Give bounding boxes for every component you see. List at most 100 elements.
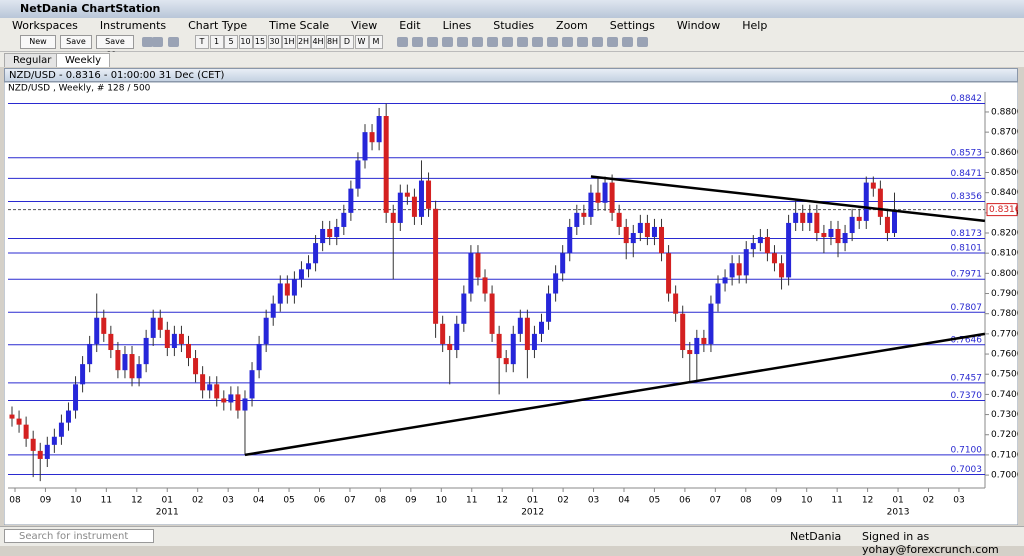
candle-body xyxy=(651,226,657,238)
current-price-box xyxy=(986,203,1018,217)
candle-body xyxy=(447,343,453,351)
candle-body xyxy=(214,384,220,399)
icon[interactable] xyxy=(562,37,573,47)
timeframe-button[interactable]: 10 xyxy=(238,35,253,49)
toolbar-button[interactable]: New xyxy=(20,35,56,49)
timeframe-button[interactable]: 15 xyxy=(253,35,267,49)
icon[interactable] xyxy=(502,37,513,47)
icon[interactable] xyxy=(487,37,498,47)
timeframe-button[interactable]: 8H xyxy=(325,35,340,49)
candle-body xyxy=(164,329,170,348)
candle-body xyxy=(30,438,36,451)
candle-body xyxy=(701,337,707,344)
menu-item[interactable]: Workspaces xyxy=(12,19,78,32)
icon[interactable] xyxy=(142,37,153,47)
candle-body xyxy=(291,279,297,296)
candle-body xyxy=(101,317,107,334)
icon[interactable] xyxy=(577,37,588,47)
icon[interactable] xyxy=(427,37,438,47)
timeframe-button[interactable]: T xyxy=(195,35,209,49)
level-label: 0.7646 xyxy=(951,335,983,345)
menu-item[interactable]: Help xyxy=(742,19,768,32)
candle-body xyxy=(482,277,488,294)
timeframe-button[interactable]: W xyxy=(354,35,369,49)
candle-body xyxy=(708,303,714,344)
candle-body xyxy=(546,293,552,322)
candle-body xyxy=(298,269,304,280)
candle-body xyxy=(468,253,474,294)
timeframe-button[interactable]: 30 xyxy=(267,35,282,49)
timeframe-button[interactable]: 5 xyxy=(224,35,238,49)
timeframe-button[interactable]: 2H xyxy=(296,35,311,49)
signed-in: Signed in as yohay@forexcrunch.com xyxy=(862,530,999,556)
search-box[interactable]: Search for instrument xyxy=(4,529,154,543)
menu-item[interactable]: Chart Type xyxy=(188,19,248,32)
timeframe-button[interactable]: M xyxy=(369,35,383,49)
icon[interactable] xyxy=(592,37,603,47)
candle-body xyxy=(517,317,523,334)
icon[interactable] xyxy=(457,37,468,47)
icon[interactable] xyxy=(622,37,633,47)
candle-body xyxy=(828,228,834,238)
year-label: 2012 xyxy=(521,508,544,518)
x-tick-label: 06 xyxy=(679,496,691,506)
menu-item[interactable]: Instruments xyxy=(99,19,167,32)
icon[interactable] xyxy=(472,37,483,47)
x-tick-label: 09 xyxy=(40,496,52,506)
candle-body xyxy=(9,414,15,419)
candle-body xyxy=(16,418,22,425)
toolbar-button[interactable]: Save as... xyxy=(96,35,134,58)
icon[interactable] xyxy=(412,37,423,47)
menu-item[interactable]: Lines xyxy=(442,19,472,32)
icon[interactable] xyxy=(517,37,528,47)
tab[interactable]: Weekly xyxy=(56,53,111,67)
x-tick-label: 05 xyxy=(283,496,294,506)
menu-item[interactable]: View xyxy=(351,19,378,32)
level-label: 0.8173 xyxy=(951,229,983,239)
x-tick-label: 11 xyxy=(101,496,112,506)
candle-body xyxy=(129,354,135,379)
icon[interactable] xyxy=(607,37,618,47)
title-bar: NetDania ChartStation xyxy=(0,0,1024,18)
tab[interactable]: Regular xyxy=(4,53,61,67)
menu-item[interactable]: Settings xyxy=(609,19,655,32)
timeframe-button[interactable]: 1H xyxy=(282,35,296,49)
icon[interactable] xyxy=(168,37,179,47)
candle-body xyxy=(764,237,770,254)
candle-body xyxy=(411,196,417,217)
icon[interactable] xyxy=(637,37,648,47)
x-tick-label: 08 xyxy=(9,496,21,506)
menu-item[interactable]: Window xyxy=(676,19,721,32)
candle-body xyxy=(892,209,897,234)
level-label: 0.8101 xyxy=(951,243,983,253)
candle-body xyxy=(489,293,495,334)
toolbar-button[interactable]: Save xyxy=(60,35,92,49)
candle-body xyxy=(228,394,234,403)
timeframe-button[interactable]: D xyxy=(340,35,354,49)
candle-body xyxy=(644,222,650,238)
candle-body xyxy=(623,226,629,244)
candle-body xyxy=(355,160,361,189)
icon[interactable] xyxy=(152,37,163,47)
menu-item[interactable]: Time Scale xyxy=(269,19,330,32)
icon[interactable] xyxy=(397,37,408,47)
icon[interactable] xyxy=(547,37,558,47)
menu-item[interactable]: Edit xyxy=(399,19,421,32)
icon[interactable] xyxy=(442,37,453,47)
current-price-label: 0.8316 xyxy=(989,205,1018,215)
candle-body xyxy=(496,333,502,359)
menu-item[interactable]: Studies xyxy=(493,19,535,32)
icon[interactable] xyxy=(532,37,543,47)
timeframe-button[interactable]: 1 xyxy=(209,35,224,49)
candle-body xyxy=(390,212,396,223)
timeframe-button[interactable]: 4H xyxy=(311,35,325,49)
candle-body xyxy=(779,263,785,278)
menu-item[interactable]: Zoom xyxy=(556,19,588,32)
y-tick-label: 0.7100 xyxy=(991,450,1018,460)
